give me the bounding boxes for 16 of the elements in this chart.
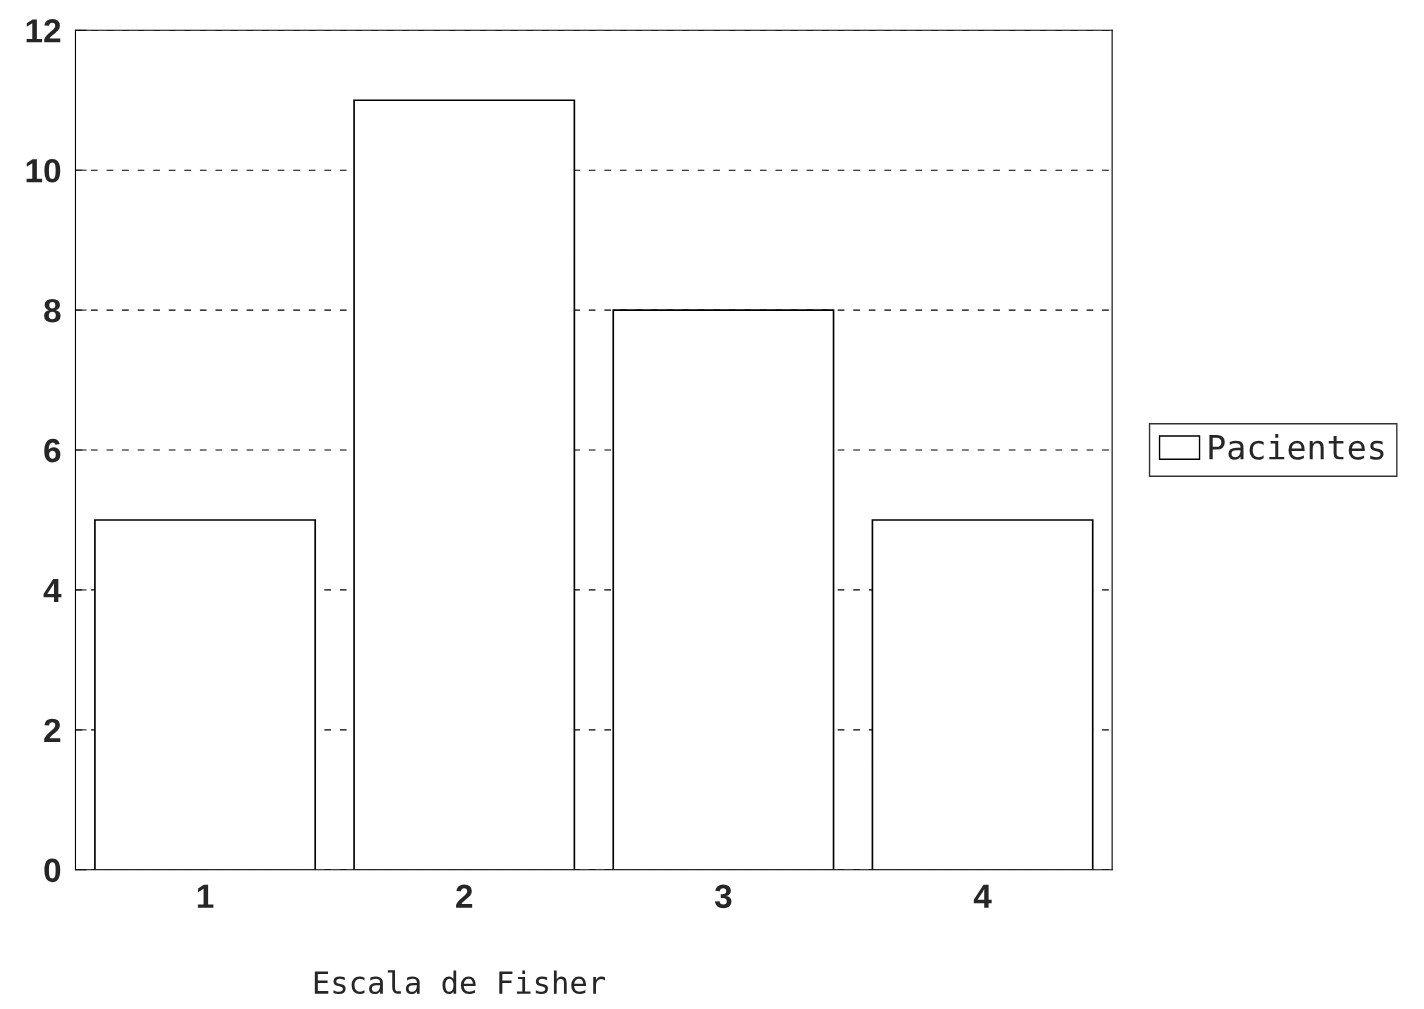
x-tick-label: 2 (456, 884, 473, 908)
y-tick-label: 12 (26, 19, 61, 43)
bar (612, 309, 835, 870)
x-tick-label: 1 (197, 884, 214, 908)
legend-label: Pacientes (1209, 433, 1384, 460)
y-tick-label: 4 (43, 579, 62, 603)
y-tick-label: 2 (44, 718, 61, 742)
bar (353, 99, 576, 870)
y-tick-label: 0 (44, 858, 61, 883)
x-tick-label: 4 (973, 884, 992, 908)
y-tick-label: 6 (44, 438, 61, 463)
y-tick-label: 10 (26, 158, 61, 183)
x-axis-title: Escala de Fisher (314, 970, 606, 995)
bar (94, 519, 317, 870)
x-tick-label: 3 (714, 884, 732, 909)
y-tick-label: 8 (44, 298, 61, 323)
